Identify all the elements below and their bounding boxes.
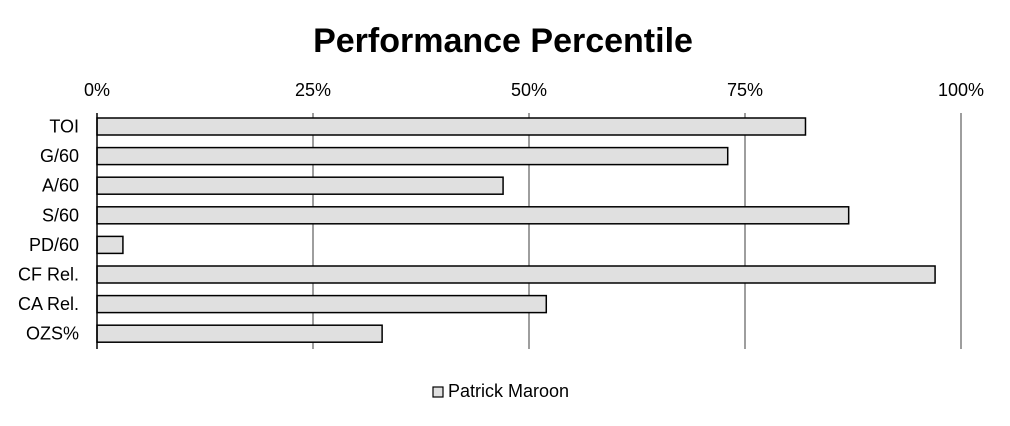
category-label: TOI [49, 117, 79, 137]
bar [96, 265, 936, 284]
category-label: A/60 [42, 176, 79, 196]
x-tick-label: 50% [511, 80, 547, 100]
y-axis-category-labels: TOI G/60 A/60 S/60 PD/60 CF Rel. CA Rel. OZS% [18, 117, 79, 344]
bar [96, 146, 729, 166]
bar [96, 324, 383, 343]
category-label: S/60 [42, 205, 79, 225]
x-axis-tick-labels: 0% 25% 50% 75% 100% [84, 80, 984, 100]
legend: Patrick Maroon [432, 381, 569, 401]
bar [96, 117, 807, 136]
bar [96, 176, 504, 195]
category-label: PD/60 [29, 235, 79, 255]
bar [96, 206, 850, 225]
category-label: CF Rel. [18, 265, 79, 285]
x-tick-label: 100% [938, 80, 984, 100]
bar [96, 294, 548, 314]
category-label: OZS% [26, 324, 79, 344]
bar [96, 235, 124, 255]
x-tick-label: 0% [84, 80, 110, 100]
legend-swatch [432, 386, 444, 398]
category-label: G/60 [40, 146, 79, 166]
x-tick-label: 25% [295, 80, 331, 100]
chart-title: Performance Percentile [313, 22, 693, 60]
bars [96, 117, 936, 343]
x-tick-label: 75% [727, 80, 763, 100]
legend-label: Patrick Maroon [448, 381, 569, 401]
category-label: CA Rel. [18, 294, 79, 314]
